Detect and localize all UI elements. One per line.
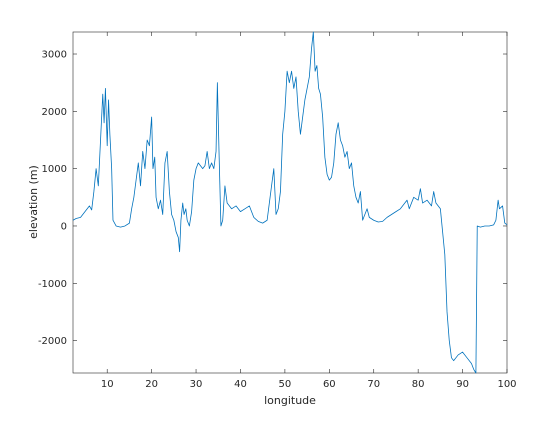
y-tick-label: -2000 [38, 336, 67, 347]
x-tick-label: 60 [323, 379, 336, 390]
x-tick-label: 100 [497, 379, 516, 390]
x-axis-label: longitude [264, 394, 316, 407]
x-tick-label: 30 [190, 379, 203, 390]
x-tick-label: 20 [145, 379, 158, 390]
y-tick-label: -1000 [38, 279, 67, 290]
y-axis-label: elevation (m) [27, 165, 40, 239]
x-tick-label: 70 [367, 379, 380, 390]
y-tick-label: 0 [61, 221, 67, 232]
line-series [72, 31, 508, 374]
x-tick-label: 10 [101, 379, 114, 390]
plot-area [72, 31, 508, 374]
x-tick-label: 90 [456, 379, 469, 390]
x-tick-label: 50 [279, 379, 292, 390]
y-tick-label: 1000 [42, 164, 67, 175]
y-tick-label: 2000 [42, 107, 67, 118]
x-tick-label: 80 [412, 379, 425, 390]
y-tick-label: 3000 [42, 50, 67, 61]
x-tick-label: 40 [234, 379, 247, 390]
